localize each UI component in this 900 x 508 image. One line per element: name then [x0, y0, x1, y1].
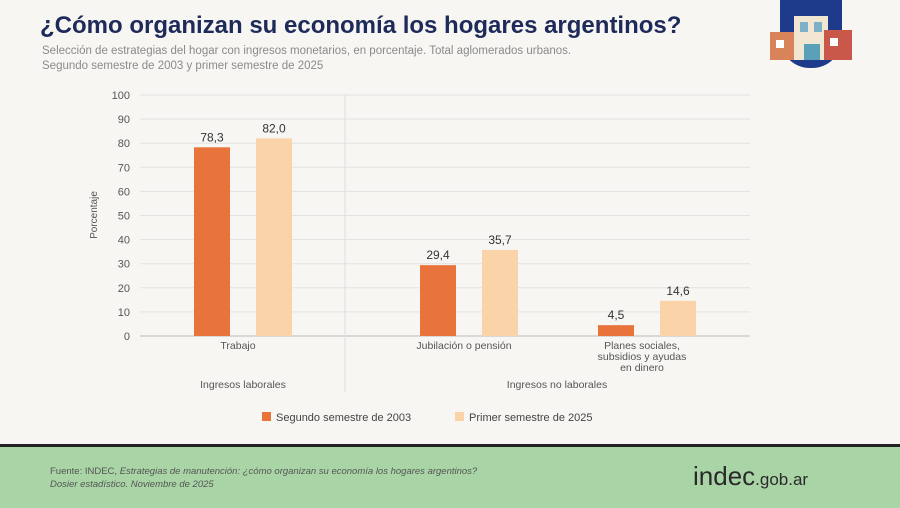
data-label: 35,7: [488, 233, 512, 247]
legend-swatch: [455, 412, 464, 421]
group-label: Ingresos laborales: [200, 379, 286, 391]
y-axis-label: Porcentaje: [89, 191, 100, 239]
legend-label: Primer semestre de 2025: [469, 412, 593, 424]
category-label: Planes sociales,: [604, 340, 680, 352]
subtitle-period: Segundo semestre de 2003 y primer semest…: [42, 60, 324, 72]
brand-name: indec: [693, 461, 756, 491]
bar-2003: [598, 325, 634, 336]
y-tick-label: 10: [118, 307, 130, 319]
category-label: Trabajo: [220, 340, 255, 352]
group-label: Ingresos no laborales: [507, 379, 607, 391]
bar-2025: [482, 249, 518, 336]
brand-suffix: .gob.ar: [755, 470, 809, 489]
data-label: 29,4: [426, 248, 450, 262]
indec-logo[interactable]: indec.gob.ar: [693, 461, 808, 492]
y-tick-label: 30: [118, 259, 130, 271]
house-icon: [770, 16, 852, 60]
source-title: Estrategias de manutención: ¿cómo organi…: [119, 466, 478, 477]
bar-2025: [660, 300, 696, 336]
category-label: en dinero: [620, 362, 664, 374]
y-tick-label: 20: [118, 283, 130, 295]
y-tick-label: 90: [118, 114, 130, 126]
legend-swatch: [262, 412, 271, 421]
source-date: Dosier estadístico. Noviembre de 2025: [50, 479, 214, 490]
source-prefix: Fuente: INDEC,: [50, 466, 120, 477]
y-tick-label: 70: [118, 162, 130, 174]
footer: Fuente: INDEC, Estrategias de manutenció…: [0, 444, 900, 508]
bar-chart: 0 10 20 30 40 50 60 70 80 90 100 Porcentaje 78,3 29,4…: [89, 90, 750, 424]
y-tick-label: 40: [118, 235, 130, 247]
subtitle: Selección de estrategias del hogar con i…: [42, 45, 572, 57]
source-note: Fuente: INDEC, Estrategias de manutenció…: [50, 465, 477, 491]
bar-2003: [420, 265, 456, 336]
data-label: 78,3: [200, 130, 224, 144]
legend-label: Segundo semestre de 2003: [276, 412, 411, 424]
y-tick-label: 100: [112, 90, 130, 102]
bar-2025: [256, 138, 292, 336]
y-tick-label: 0: [124, 331, 130, 343]
data-label: 4,5: [608, 308, 625, 322]
bar-2003: [194, 147, 230, 336]
data-label: 14,6: [666, 284, 690, 298]
data-label: 82,0: [262, 121, 286, 135]
y-tick-label: 80: [118, 138, 130, 150]
category-label: subsidios y ayudas: [598, 351, 687, 363]
category-label: Jubilación o pensión: [416, 340, 511, 352]
y-tick-label: 50: [118, 211, 130, 223]
y-tick-label: 60: [118, 186, 130, 198]
page-title: ¿Cómo organizan su economía los hogares …: [40, 12, 682, 39]
